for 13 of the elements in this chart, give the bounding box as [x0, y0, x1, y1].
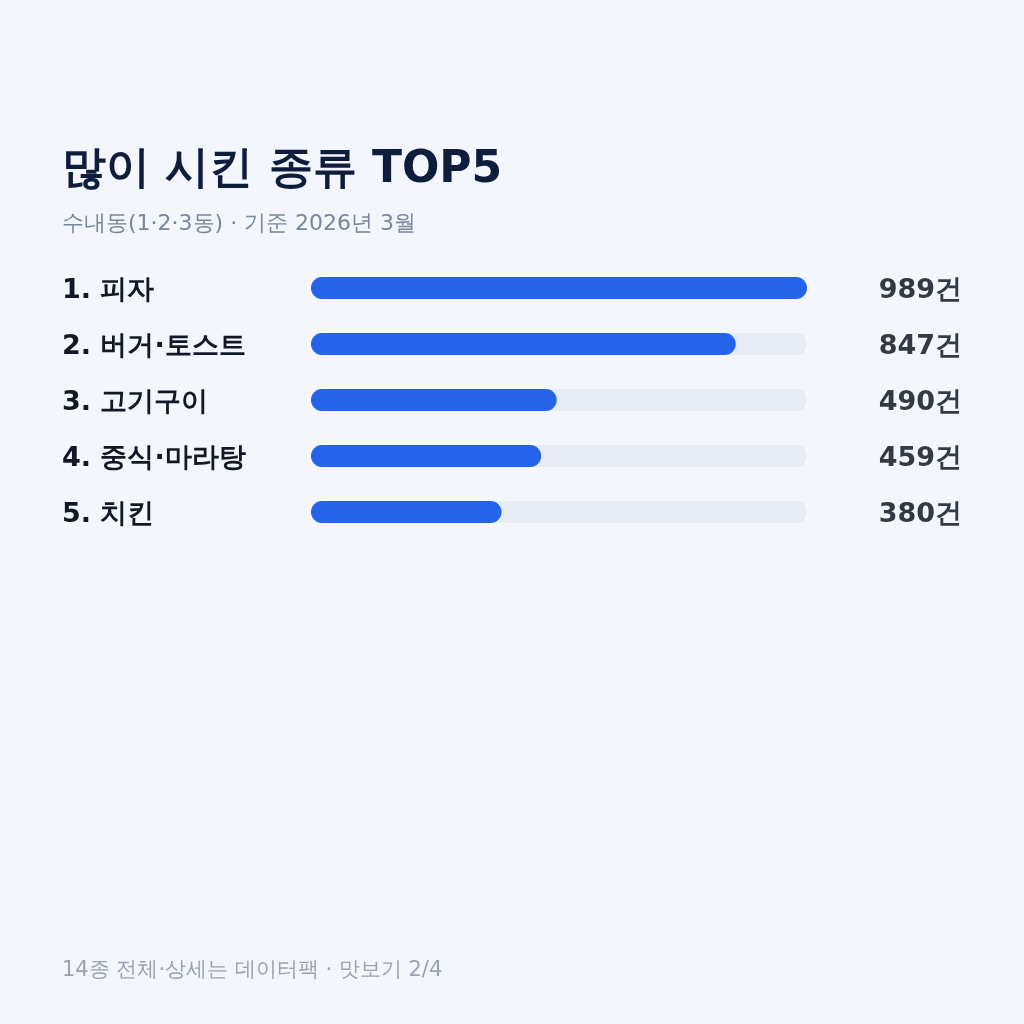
text: 14종 전체·상세는 데이터팩 · 맛보기 2/4	[62, 957, 443, 981]
chart-title: 많이 시킨 종류 TOP5	[62, 141, 503, 192]
y-tick-label: 4. 중식·마라탕	[62, 441, 246, 472]
y-tick-label: 2. 버거·토스트	[62, 329, 246, 360]
data-label: 380건	[878, 497, 962, 528]
data-label: 847건	[878, 329, 962, 360]
y-tick-label: 3. 고기구이	[62, 385, 209, 416]
y-tick-label: 5. 치킨	[62, 497, 155, 528]
y-tick-label: 1. 피자	[62, 273, 155, 304]
data-label: 490건	[878, 385, 962, 416]
data-label: 989건	[878, 273, 962, 304]
data-label: 459건	[878, 441, 962, 472]
chart-subtitle: 수내동(1·2·3동) · 기준 2026년 3월	[62, 210, 417, 235]
